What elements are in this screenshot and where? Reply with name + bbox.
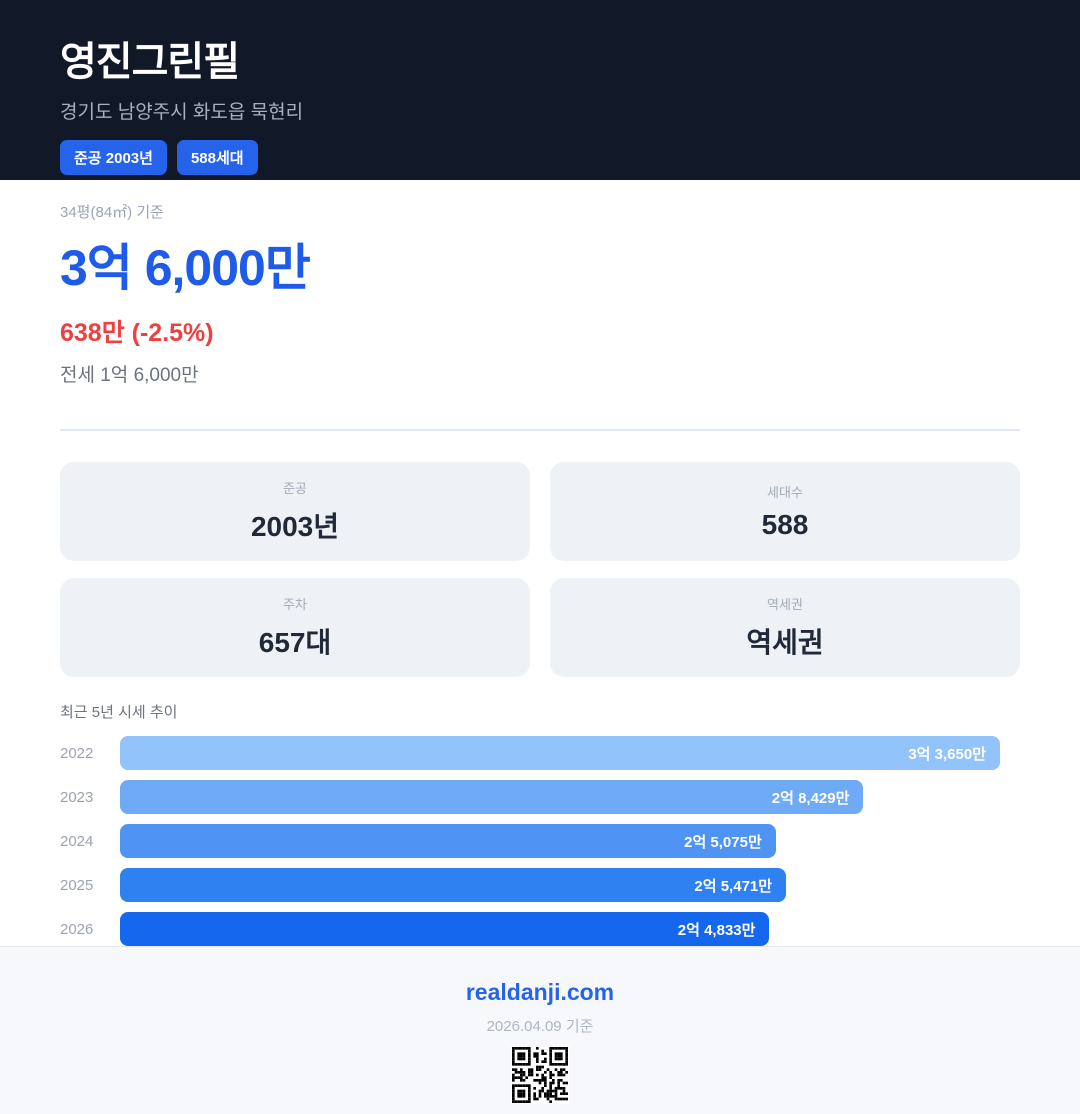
- chart-bar-row: 2024 2억 5,075만: [60, 824, 1020, 858]
- jeonse-price: 전세 1억 6,000만: [60, 365, 199, 386]
- info-card-grid: 준공 2003년 세대수 588 주차 657대 역세권 역세권: [60, 462, 1020, 677]
- info-card-households: 세대수 588: [550, 462, 1020, 561]
- bar-track: 2억 5,471만: [120, 868, 1000, 902]
- bar-2025: 2억 5,471만: [120, 868, 787, 902]
- complex-title: 영진그린필: [60, 40, 240, 84]
- qr-code-image: [512, 1047, 568, 1103]
- bar-2023: 2억 8,429만: [120, 780, 864, 814]
- qr-code: [511, 1046, 569, 1104]
- bar-year-label: 2024: [60, 832, 94, 850]
- info-card-label: 준공: [283, 481, 307, 496]
- bar-track: 2억 4,833만: [120, 912, 1000, 946]
- main-content: 34평(84㎡) 기준 3억 6,000만 638만 (-2.5%) 전세 1억…: [0, 180, 1080, 946]
- price-change: 638만 (-2.5%): [60, 319, 214, 347]
- bar-track: 2억 5,075만: [120, 824, 1000, 858]
- bar-year-label: 2025: [60, 876, 94, 894]
- bar-year-label: 2022: [60, 744, 94, 762]
- bar-year-label: 2023: [60, 788, 94, 806]
- chart-bar-row: 2025 2억 5,471만: [60, 868, 1020, 902]
- header: 영진그린필 경기도 남양주시 화도읍 묵현리 준공 2003년 588세대: [0, 0, 1080, 180]
- info-card-completion: 준공 2003년: [60, 462, 530, 561]
- site-link[interactable]: realdanji.com: [465, 979, 615, 1005]
- data-date: 2026.04.09 기준: [486, 1018, 594, 1035]
- badge-completion-year: 준공 2003년: [60, 140, 167, 175]
- chart-bar-row: 2026 2억 4,833만: [60, 912, 1020, 946]
- price-trend-chart: 2022 3억 3,650만 2023 2억 8,429만 2024 2억 5,…: [60, 736, 1020, 946]
- info-card-value: 역세권: [746, 627, 824, 658]
- chart-bar-row: 2023 2억 8,429만: [60, 780, 1020, 814]
- bar-year-label: 2026: [60, 920, 94, 938]
- footer: realdanji.com 2026.04.09 기준: [0, 946, 1080, 1114]
- info-card-label: 세대수: [767, 485, 803, 500]
- badge-row: 준공 2003년 588세대: [60, 140, 1020, 175]
- bar-track: 3억 3,650만: [120, 736, 1000, 770]
- chart-bar-row: 2022 3억 3,650만: [60, 736, 1020, 770]
- badge-household-count: 588세대: [176, 140, 258, 175]
- bar-2022: 3억 3,650만: [120, 736, 1000, 770]
- info-card-value: 2003년: [250, 511, 340, 542]
- main-price: 3억 6,000만: [60, 240, 311, 296]
- chart-title: 최근 5년 시세 추이: [60, 704, 178, 721]
- info-card-parking: 주차 657대: [60, 578, 530, 677]
- complex-address: 경기도 남양주시 화도읍 묵현리: [60, 102, 304, 123]
- info-card-value: 588: [761, 509, 809, 540]
- price-basis-label: 34평(84㎡) 기준: [60, 204, 164, 221]
- info-card-label: 역세권: [767, 597, 803, 612]
- info-card-station-area: 역세권 역세권: [550, 578, 1020, 677]
- info-card-value: 657대: [258, 627, 332, 658]
- bar-track: 2억 8,429만: [120, 780, 1000, 814]
- bar-2024: 2억 5,075만: [120, 824, 776, 858]
- bar-2026: 2억 4,833만: [120, 912, 770, 946]
- divider: [60, 429, 1020, 431]
- info-card-label: 주차: [283, 597, 307, 612]
